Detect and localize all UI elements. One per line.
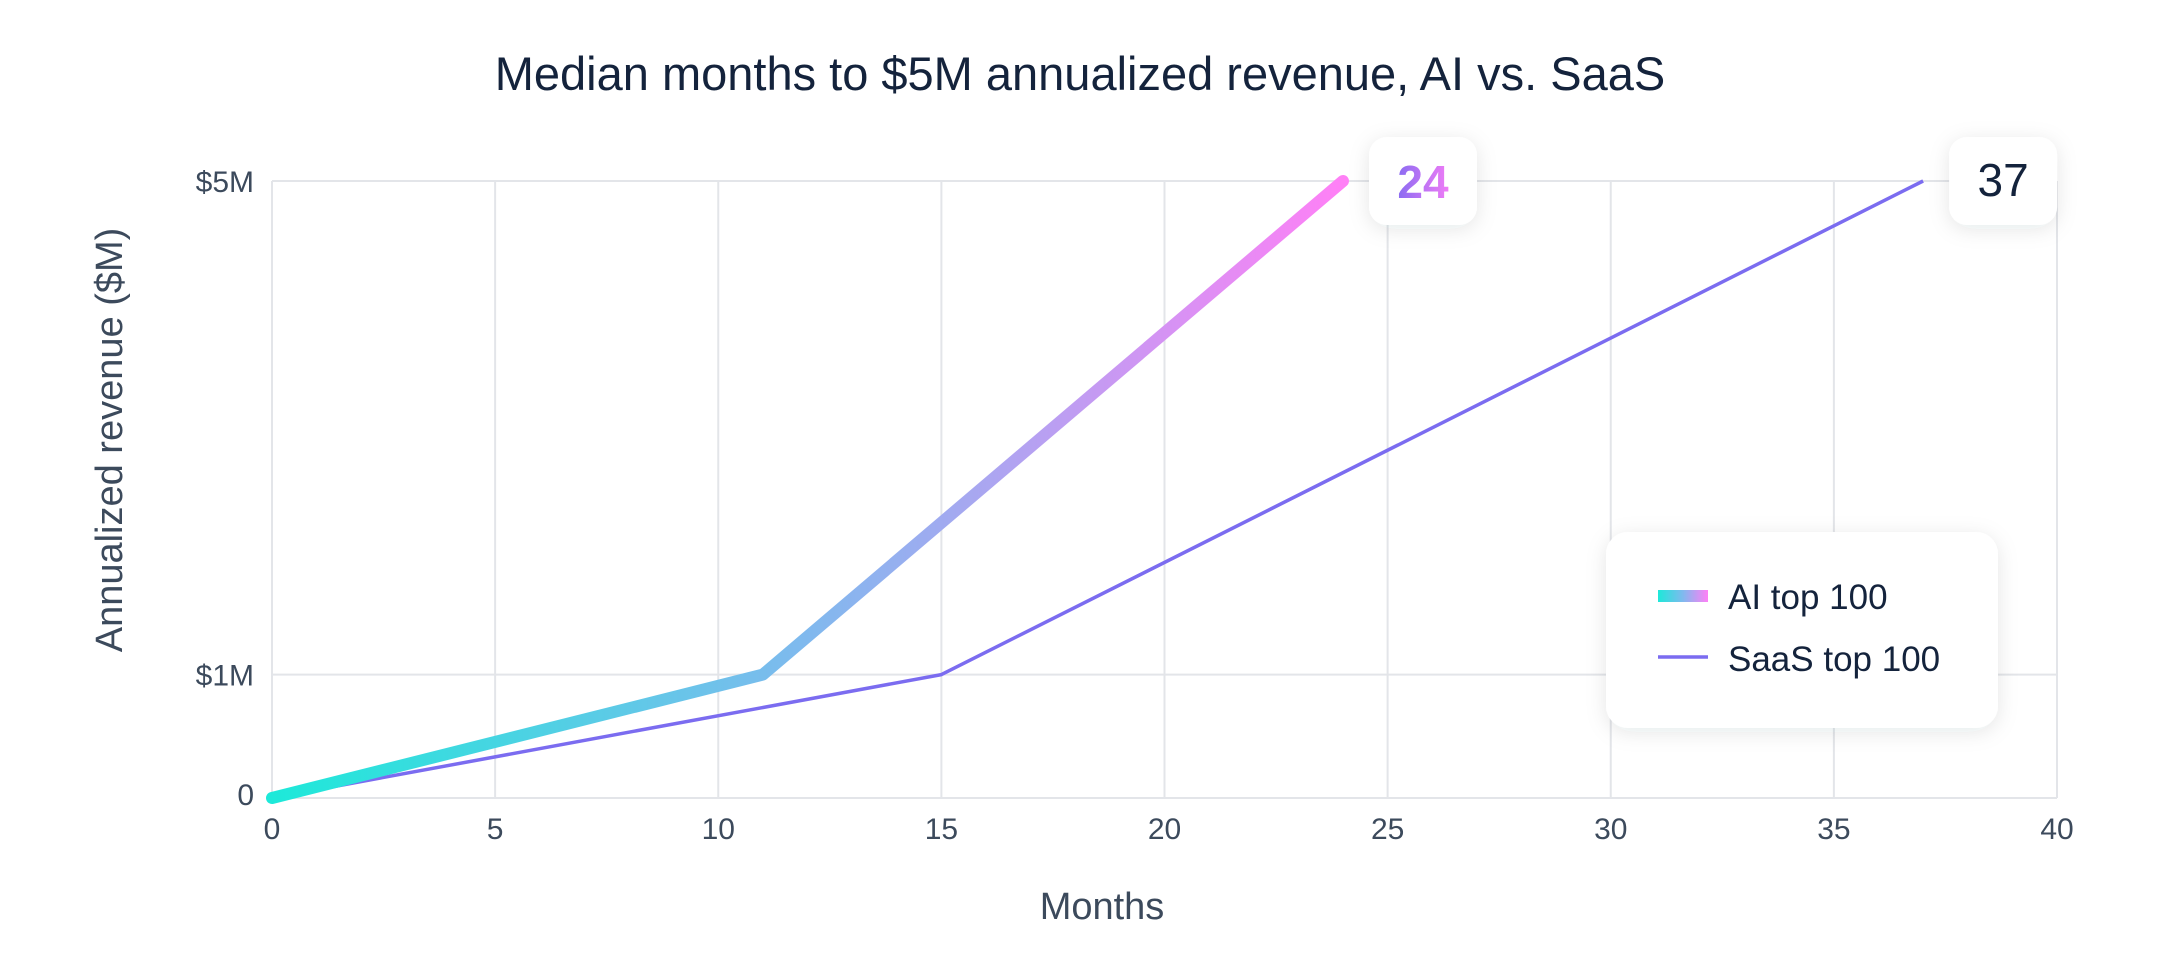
legend-label-saas: SaaS top 100: [1728, 640, 1940, 679]
grid: [271, 180, 2058, 799]
chart-title: Median months to $5M annualized revenue,…: [495, 47, 1665, 100]
tick-labels: 0 5 10 15 20 25 30 35 40 0 $1M $5M: [196, 166, 2074, 846]
y-tick-label: $5M: [196, 166, 254, 199]
y-tick-label: 0: [237, 779, 254, 812]
legend-swatch-ai: [1658, 590, 1708, 602]
x-tick-label: 25: [1371, 813, 1404, 846]
y-axis-title: Annualized revenue ($M): [89, 228, 131, 653]
x-tick-label: 10: [702, 813, 735, 846]
x-tick-label: 35: [1817, 813, 1850, 846]
series: [266, 175, 1924, 804]
series-line-saas: [271, 179, 1924, 800]
y-tick-label: $1M: [196, 660, 254, 693]
x-tick-label: 30: [1594, 813, 1627, 846]
legend-label-ai: AI top 100: [1728, 578, 1888, 617]
series-line-ai: [266, 175, 1349, 804]
end-label-ai: 24: [1397, 156, 1449, 208]
legend: AI top 100 SaaS top 100: [1606, 532, 1998, 728]
x-tick-label: 20: [1148, 813, 1181, 846]
x-tick-label: 5: [487, 813, 504, 846]
x-axis-title: Months: [1040, 886, 1165, 928]
x-tick-label: 40: [2040, 813, 2073, 846]
end-label-saas: 37: [1978, 154, 2029, 206]
end-label-box-ai: [1369, 137, 1477, 225]
legend-box: [1606, 532, 1998, 728]
end-label-box-saas: [1949, 137, 2058, 225]
x-tick-label: 15: [925, 813, 958, 846]
x-tick-label: 0: [264, 813, 281, 846]
end-labels: 24 37: [1369, 137, 2058, 225]
